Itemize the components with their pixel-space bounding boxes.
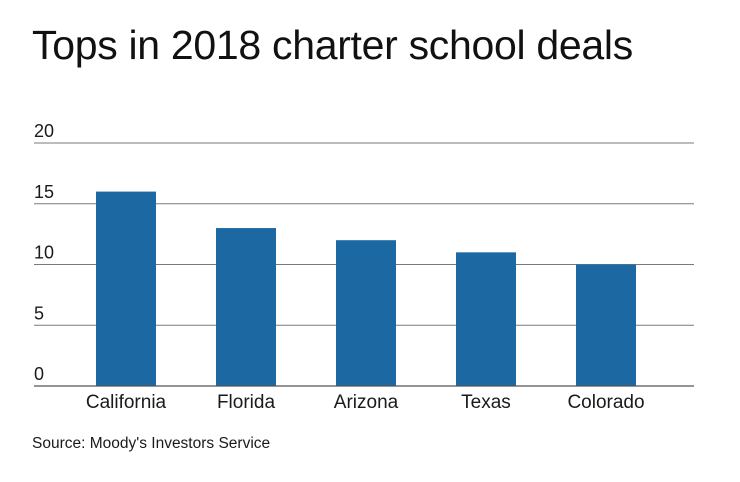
y-tick-label: 0 (34, 364, 44, 384)
source-note: Source: Moody's Investors Service (32, 435, 271, 452)
x-category-label: Texas (461, 392, 511, 413)
bar-arizona (336, 240, 396, 386)
y-tick-label: 10 (34, 243, 54, 263)
bars (96, 191, 636, 386)
x-category-labels: California Florida Arizona Texas Colorado (86, 392, 645, 413)
bar-texas (456, 252, 516, 386)
chart-title: Tops in 2018 charter school deals (32, 22, 633, 68)
x-category-label: Florida (217, 392, 276, 413)
y-tick-label: 5 (34, 303, 44, 323)
bar-california (96, 191, 156, 386)
bar-florida (216, 228, 276, 386)
y-tick-label: 15 (34, 182, 54, 202)
bar-chart: 0 5 10 15 20 California Florida Arizona Texas Co… (34, 121, 694, 413)
y-tick-label: 20 (34, 121, 54, 141)
bar-colorado (576, 264, 636, 386)
x-category-label: Colorado (567, 392, 644, 413)
x-category-label: California (86, 392, 167, 413)
y-tick-labels: 0 5 10 15 20 (34, 121, 54, 384)
x-category-label: Arizona (334, 392, 399, 413)
